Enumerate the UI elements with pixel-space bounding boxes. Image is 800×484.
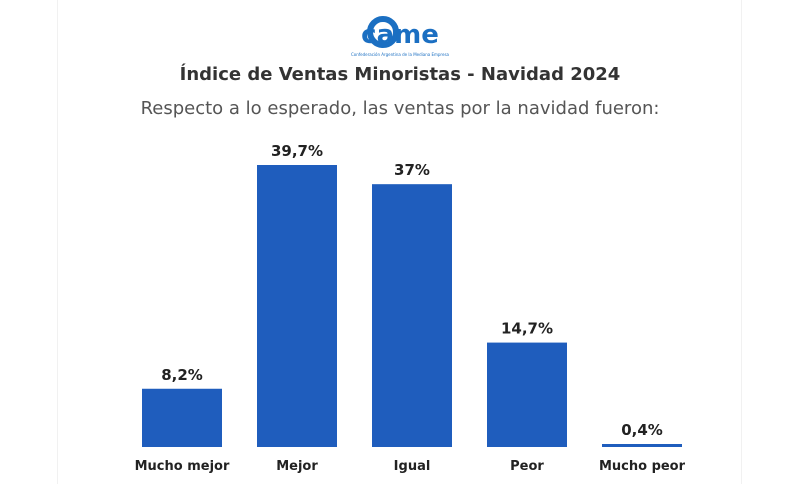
data-label-igual: 37% bbox=[394, 161, 430, 179]
bar-mejor bbox=[257, 165, 337, 447]
came-logo: came Confederación Argentina de la Media… bbox=[351, 16, 450, 57]
category-label-peor: Peor bbox=[510, 459, 544, 474]
chart-title: Índice de Ventas Minoristas - Navidad 20… bbox=[179, 64, 621, 85]
bar-peor bbox=[487, 342, 567, 447]
bar-mucho-mejor bbox=[142, 388, 222, 447]
bar-mucho-peor bbox=[602, 444, 682, 447]
svg-text:came: came bbox=[361, 20, 439, 50]
category-label-igual: Igual bbox=[394, 459, 431, 474]
category-label-mejor: Mejor bbox=[276, 459, 318, 474]
svg-text:Confederación Argentina de la: Confederación Argentina de la Mediana Em… bbox=[351, 52, 450, 57]
category-label-mucho-peor: Mucho peor bbox=[599, 459, 686, 474]
data-label-mucho-mejor: 8,2% bbox=[161, 366, 203, 384]
chart-subtitle: Respecto a lo esperado, las ventas por l… bbox=[140, 98, 660, 119]
data-label-peor: 14,7% bbox=[501, 320, 553, 338]
data-label-mucho-peor: 0,4% bbox=[621, 421, 663, 439]
category-label-mucho-mejor: Mucho mejor bbox=[135, 459, 230, 474]
data-label-mejor: 39,7% bbox=[271, 142, 323, 160]
bar-igual bbox=[372, 184, 452, 448]
